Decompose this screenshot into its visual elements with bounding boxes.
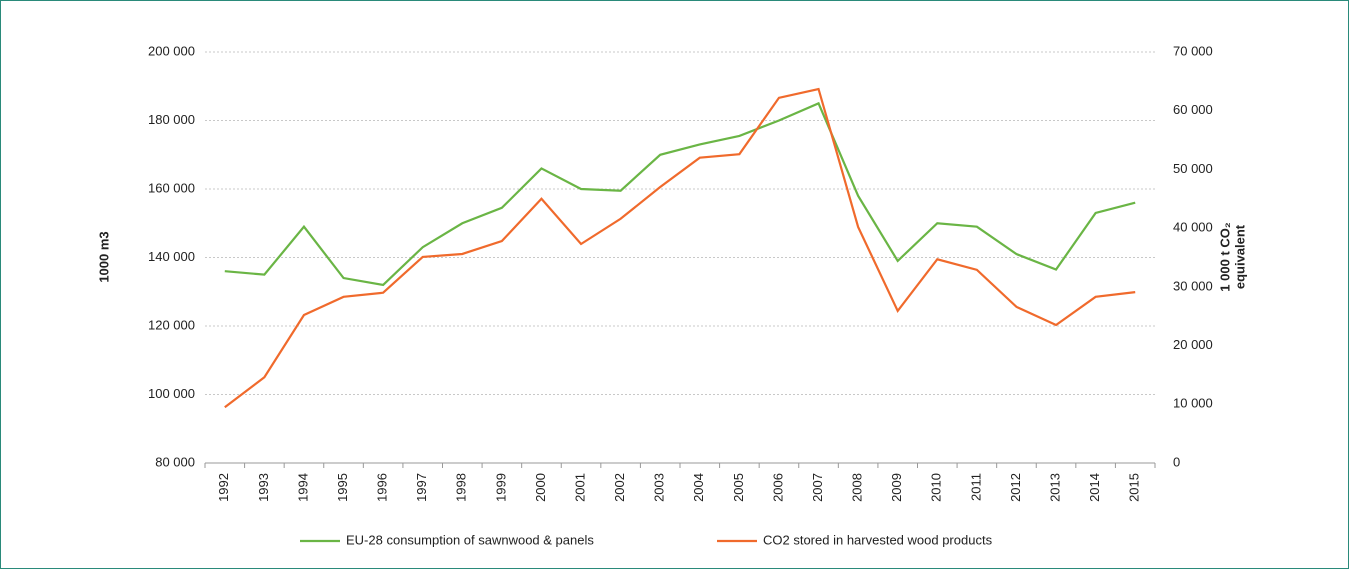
legend-label: EU-28 consumption of sawnwood & panels bbox=[346, 532, 594, 547]
x-tick-label: 2008 bbox=[850, 473, 865, 502]
y2-tick-label: 30 000 bbox=[1173, 278, 1213, 293]
x-tick-label: 1995 bbox=[335, 473, 350, 502]
x-tick-label: 2003 bbox=[652, 473, 667, 502]
x-tick-label: 1997 bbox=[414, 473, 429, 502]
x-tick-label: 1993 bbox=[256, 473, 271, 502]
series-line bbox=[224, 101, 1136, 287]
x-tick-label: 2000 bbox=[533, 473, 548, 502]
x-tick-label: 2011 bbox=[968, 473, 983, 501]
y2-tick-label: 70 000 bbox=[1173, 43, 1213, 58]
x-tick-label: 2005 bbox=[731, 473, 746, 502]
y2-axis-label: 1 000 t CO₂ bbox=[1217, 222, 1232, 292]
series-line bbox=[224, 87, 1136, 409]
y-tick-label: 180 000 bbox=[148, 112, 195, 127]
x-tick-label: 2007 bbox=[810, 473, 825, 502]
x-tick-label: 2001 bbox=[572, 473, 587, 502]
x-tick-label: 1998 bbox=[454, 473, 469, 502]
y-tick-label: 200 000 bbox=[148, 43, 195, 58]
x-tick-label: 2014 bbox=[1087, 473, 1102, 502]
x-tick-label: 1999 bbox=[493, 473, 508, 502]
y-tick-label: 100 000 bbox=[148, 386, 195, 401]
y-tick-label: 160 000 bbox=[148, 180, 195, 195]
x-tick-label: 2009 bbox=[889, 473, 904, 502]
x-tick-label: 2002 bbox=[612, 473, 627, 502]
x-tick-label: 2010 bbox=[929, 473, 944, 502]
x-tick-label: 2013 bbox=[1047, 473, 1062, 502]
y-tick-label: 140 000 bbox=[148, 249, 195, 264]
y-tick-label: 80 000 bbox=[155, 454, 195, 469]
x-tick-label: 1996 bbox=[375, 473, 390, 502]
x-tick-label: 1992 bbox=[216, 473, 231, 502]
y2-tick-label: 0 bbox=[1173, 454, 1180, 469]
y2-tick-label: 60 000 bbox=[1173, 102, 1213, 117]
y2-tick-label: 40 000 bbox=[1173, 220, 1213, 235]
legend-label: CO2 stored in harvested wood products bbox=[763, 532, 993, 547]
y-axis-label: 1000 m3 bbox=[96, 231, 111, 282]
x-tick-label: 2012 bbox=[1008, 473, 1023, 502]
x-tick-label: 2015 bbox=[1127, 473, 1142, 502]
y2-tick-label: 20 000 bbox=[1173, 337, 1213, 352]
y-tick-label: 120 000 bbox=[148, 317, 195, 332]
x-tick-label: 1994 bbox=[295, 473, 310, 502]
y2-axis-label: equivalent bbox=[1232, 224, 1247, 289]
y2-tick-label: 50 000 bbox=[1173, 161, 1213, 176]
y2-tick-label: 10 000 bbox=[1173, 396, 1213, 411]
x-tick-label: 2004 bbox=[691, 473, 706, 502]
x-tick-label: 2006 bbox=[770, 473, 785, 502]
